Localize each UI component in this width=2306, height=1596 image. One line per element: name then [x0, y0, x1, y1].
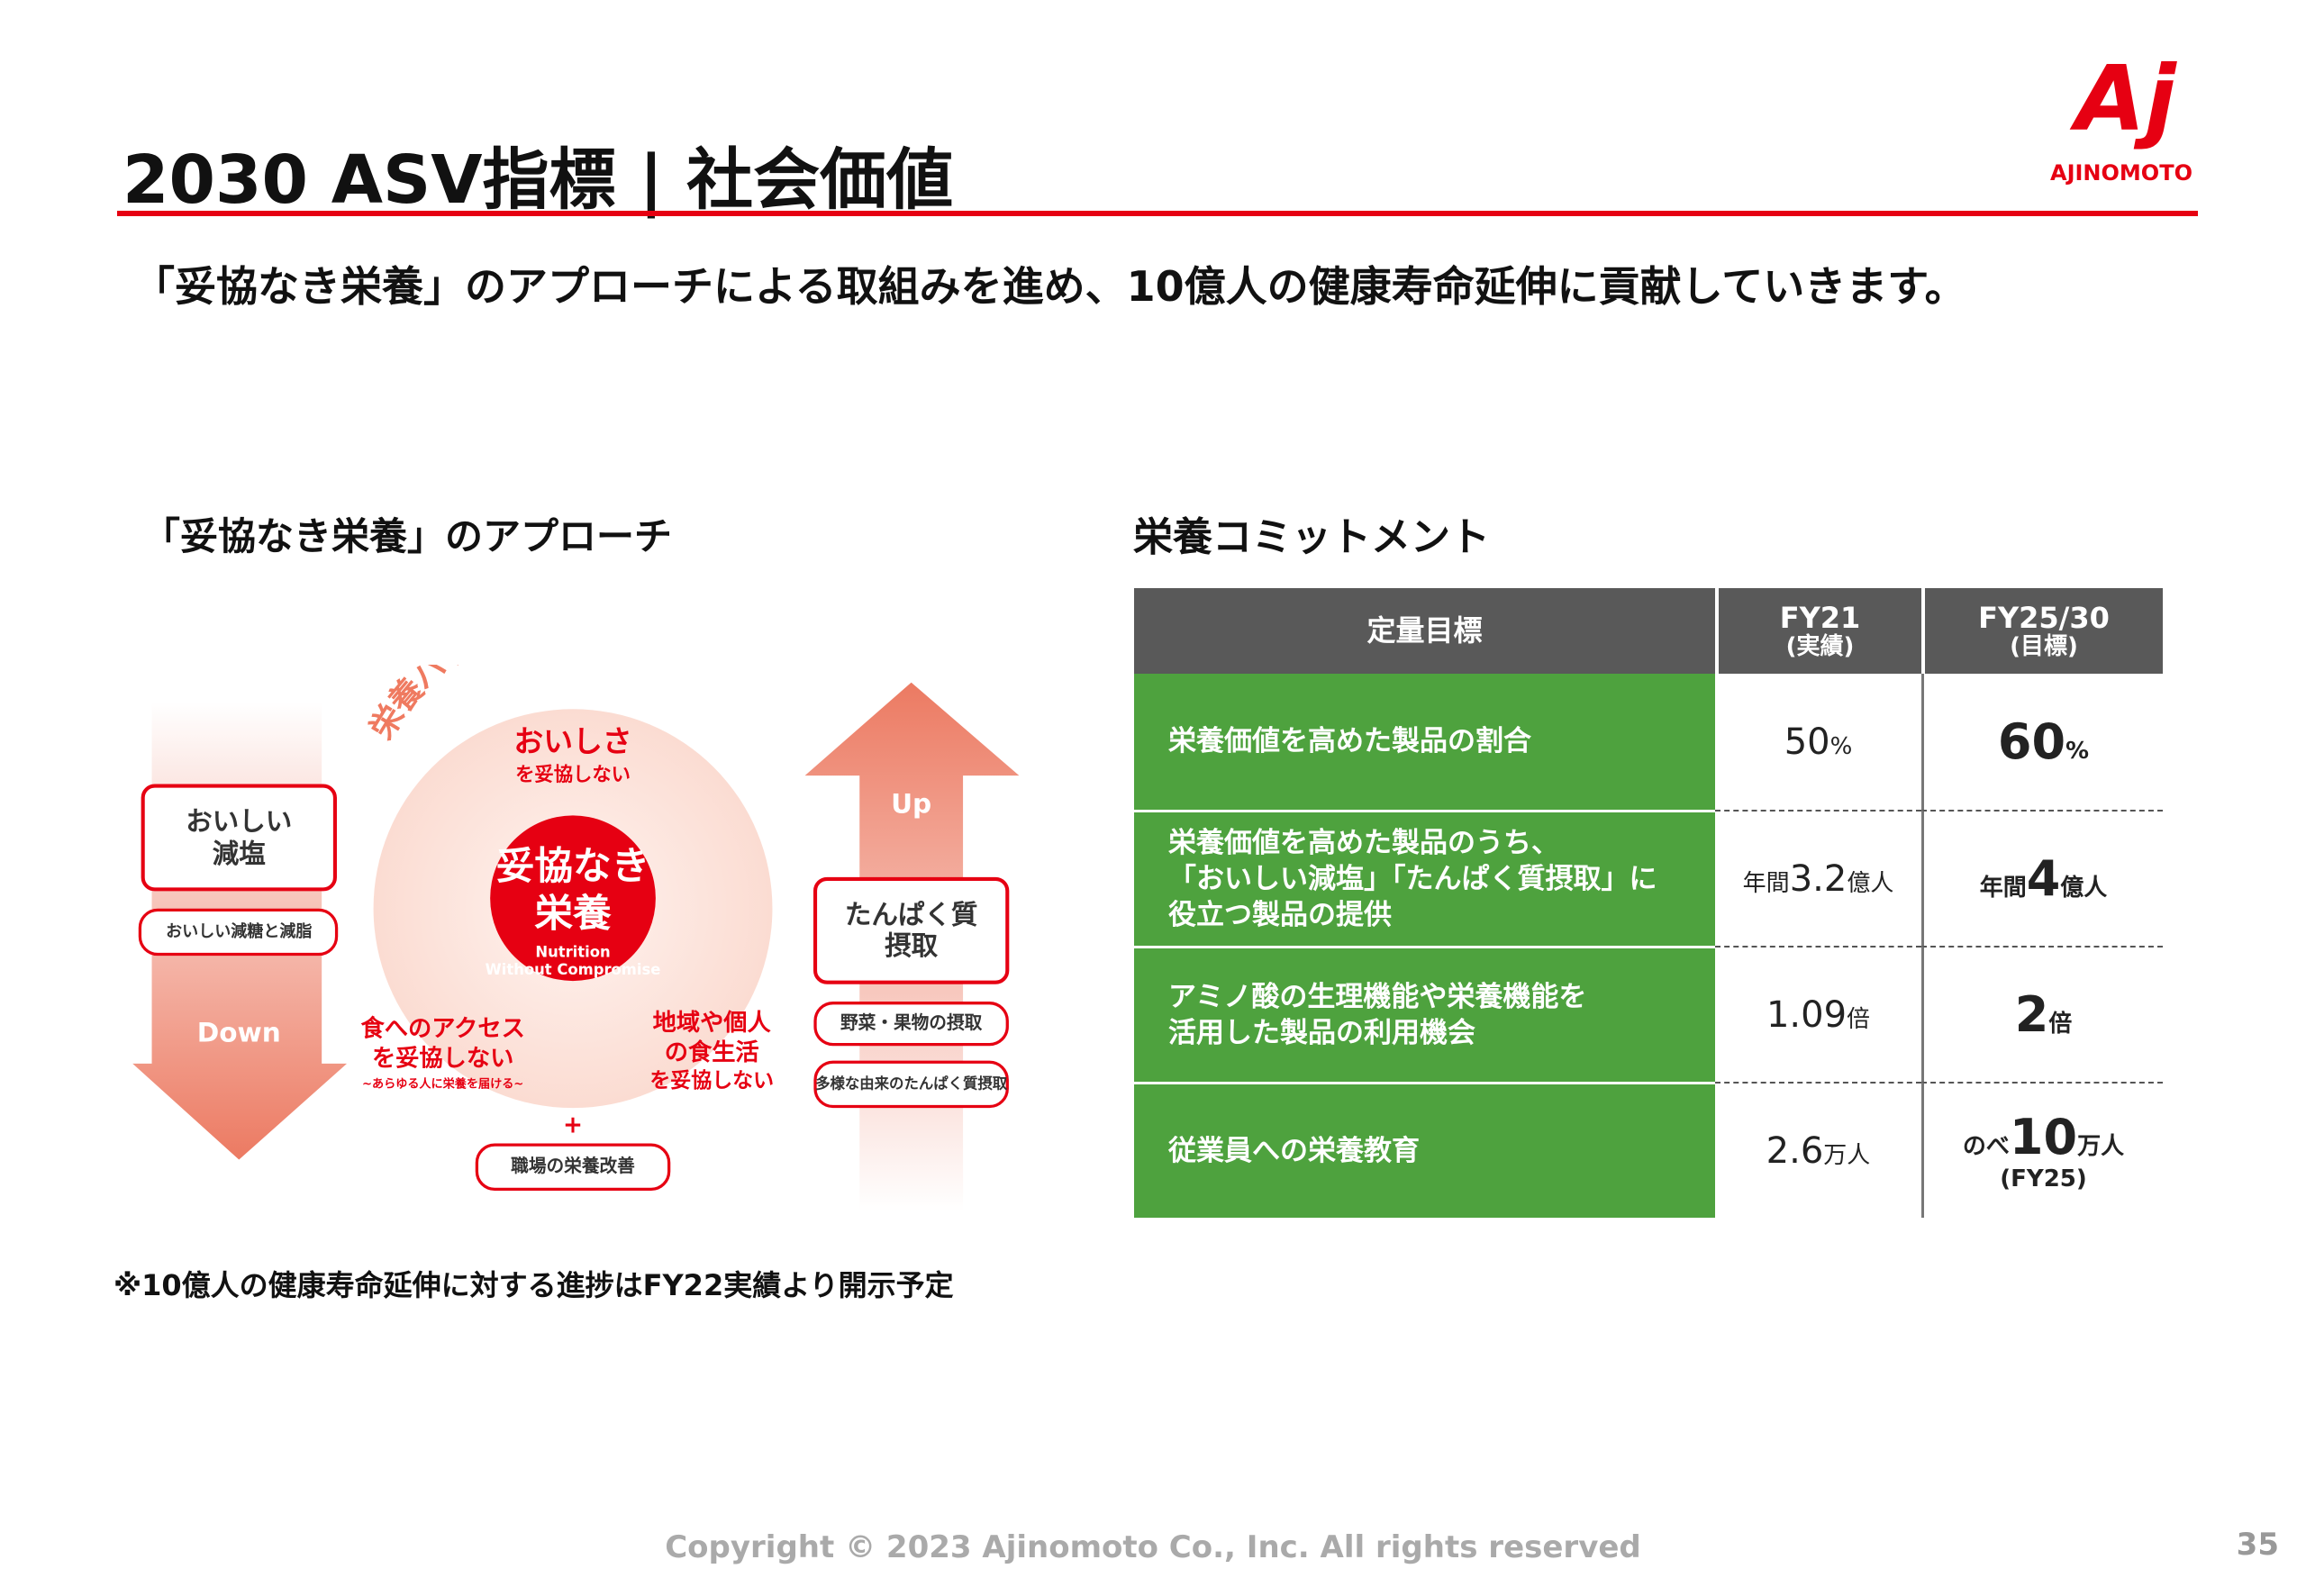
goal-cell: 栄養価値を高めた製品のうち、 「おいしい減塩」「たんぱく質摂取」に 役立つ製品の提供: [1134, 810, 1715, 946]
top-label: おいしさ: [513, 724, 631, 758]
goal-line: 役立つ製品の提供: [1168, 899, 1392, 932]
center-en: Nutrition: [535, 943, 610, 960]
header-sub: (実績): [1785, 632, 1855, 660]
goal-cell: アミノ酸の生理機能や栄養機能を 活用した製品の利用機会: [1134, 946, 1715, 1082]
value-unit: 億人: [1847, 869, 1894, 897]
goal-line: 「おいしい減塩」「たんぱく質摂取」に: [1168, 862, 1657, 895]
goal-line: 栄養価値を高めた製品の割合: [1168, 725, 1531, 758]
copyright: Copyright © 2023 Ajinomoto Co., Inc. All…: [665, 1529, 1641, 1565]
center-text: 妥協なき: [496, 844, 650, 889]
goal-line: 栄養価値を高めた製品のうち、: [1168, 826, 1559, 859]
left-box: [141, 784, 337, 892]
down-label: Down: [197, 1018, 281, 1048]
right-sub-box: [813, 1060, 1009, 1109]
workplace-text: 職場の栄養改善: [511, 1156, 635, 1176]
value-number: 50: [1784, 721, 1830, 763]
left-box-text: 減塩: [213, 839, 266, 869]
bottom-left-text: を妥協しない: [372, 1046, 513, 1073]
diagram-heading: 「妥協なき栄養」のアプローチ: [142, 514, 673, 558]
left-box-text: おいしい: [186, 806, 292, 837]
header-sub: (目標): [2010, 632, 2078, 660]
target-cell: 60%: [1921, 674, 2163, 810]
value-prefix: のべ: [1962, 1133, 2010, 1160]
plus: +: [563, 1111, 583, 1138]
title-rule: [117, 211, 2198, 216]
goal-line: 活用した製品の利用機会: [1168, 1017, 1475, 1049]
target-cell: 2倍: [1921, 946, 2163, 1082]
bottom-right-text: 地域や個人: [653, 1010, 772, 1037]
value-unit: %: [1829, 732, 1853, 760]
value-number: 3.2: [1789, 857, 1848, 900]
fy21-cell: 年間3.2億人: [1715, 810, 1921, 946]
subtitle: 「妥協なき栄養」のアプローチによる取組みを進め、10億人の健康寿命延伸に貢献して…: [133, 262, 1966, 311]
title: 2030 ASV指標 | 社会価値: [123, 141, 954, 219]
workplace-box: [475, 1143, 671, 1191]
goal-cell: 従業員への栄養教育: [1134, 1082, 1715, 1218]
value-note: (FY25): [2000, 1165, 2087, 1192]
commitment-heading: 栄養コミットメント: [1133, 514, 1490, 560]
up-label: Up: [891, 788, 931, 819]
fy21-cell: 2.6万人: [1715, 1082, 1921, 1218]
header-cell: FY21 (実績): [1715, 588, 1921, 674]
bottom-left-note: ~あらゆる人に栄養を届ける~: [362, 1075, 523, 1091]
left-sub-text: おいしい減糖と減脂: [166, 921, 312, 941]
right-box: [813, 876, 1010, 984]
right-sub-text: 野菜・果物の摂取: [840, 1012, 983, 1033]
value-number: 1.09: [1766, 993, 1848, 1036]
value-unit: 倍: [1847, 1005, 1871, 1033]
logo-text: AJINOMOTO: [2050, 160, 2193, 186]
value-line: 2倍: [2015, 986, 2073, 1043]
fy21-cell: 50%: [1715, 674, 1921, 810]
right-sub-box: [813, 1002, 1009, 1047]
value-number: 4: [2026, 850, 2061, 907]
logo-mark: Aj: [2075, 46, 2176, 151]
bottom-left-text: 食へのアクセス: [360, 1015, 524, 1043]
center-en: Without Compromise: [486, 961, 661, 978]
value-unit: 倍: [2048, 1011, 2073, 1038]
goal-cell: 栄養価値を高めた製品の割合: [1134, 674, 1715, 810]
value-unit: 万人: [1823, 1141, 1871, 1169]
goal-line: 従業員への栄養教育: [1168, 1134, 1420, 1167]
goal-line: アミノ酸の生理機能や栄養機能を: [1168, 980, 1587, 1013]
bottom-right-text: の食生活: [665, 1038, 759, 1066]
fy21-cell: 1.09倍: [1715, 946, 1921, 1082]
header-cell: FY25/30 (目標): [1921, 588, 2163, 674]
right-box-text: たんぱく質: [845, 899, 978, 929]
value-line: のべ10万人: [1963, 1109, 2124, 1165]
value-unit: 億人: [2060, 875, 2108, 902]
header-cell: 定量目標: [1134, 588, 1715, 674]
value-line: 60%: [1998, 713, 2089, 770]
value-prefix: 年間: [1979, 875, 2027, 902]
page-number: 35: [2236, 1527, 2279, 1563]
target-cell: 年間4億人: [1921, 810, 2163, 946]
value-unit: %: [2065, 738, 2090, 765]
target-cell: のべ10万人 (FY25): [1921, 1082, 2163, 1218]
value-line: 2.6万人: [1766, 1130, 1871, 1172]
header-label: FY25/30: [1978, 600, 2110, 635]
value-number: 2.6: [1766, 1129, 1824, 1172]
value-number: 60: [1997, 713, 2066, 770]
approach-diagram: 栄養バランスの良い食事 おいしさ を妥協しない 妥協なき 栄養 Nutritio…: [132, 665, 1020, 1211]
core-circle: [490, 815, 656, 982]
value-number: 10: [2009, 1109, 2078, 1165]
value-line: 1.09倍: [1766, 994, 1870, 1036]
value-line: 50%: [1784, 721, 1853, 763]
footnote: ※10億人の健康寿命延伸に対する進捗はFY22実績より開示予定: [113, 1268, 954, 1302]
value-unit: 万人: [2077, 1133, 2125, 1160]
value-line: 年間3.2億人: [1743, 858, 1894, 900]
center-text: 栄養: [534, 891, 612, 936]
value-prefix: 年間: [1742, 869, 1790, 897]
right-box-text: 摂取: [885, 930, 939, 961]
header-label: 定量目標: [1366, 612, 1483, 648]
left-sub-box: [138, 908, 339, 957]
top-sub: を妥協しない: [515, 763, 631, 786]
value-number: 2: [2014, 986, 2049, 1043]
right-sub-text: 多様な由来のたんぱく質摂取: [815, 1075, 1008, 1092]
commitment-table: 定量目標 FY21 (実績) FY25/30 (目標) 栄養価値を高めた製品の割合 50% 6…: [1134, 588, 2163, 1218]
bottom-right-text: を妥協しない: [649, 1069, 774, 1093]
header-label: FY21: [1779, 600, 1861, 635]
value-line: 年間4億人: [1980, 850, 2108, 907]
